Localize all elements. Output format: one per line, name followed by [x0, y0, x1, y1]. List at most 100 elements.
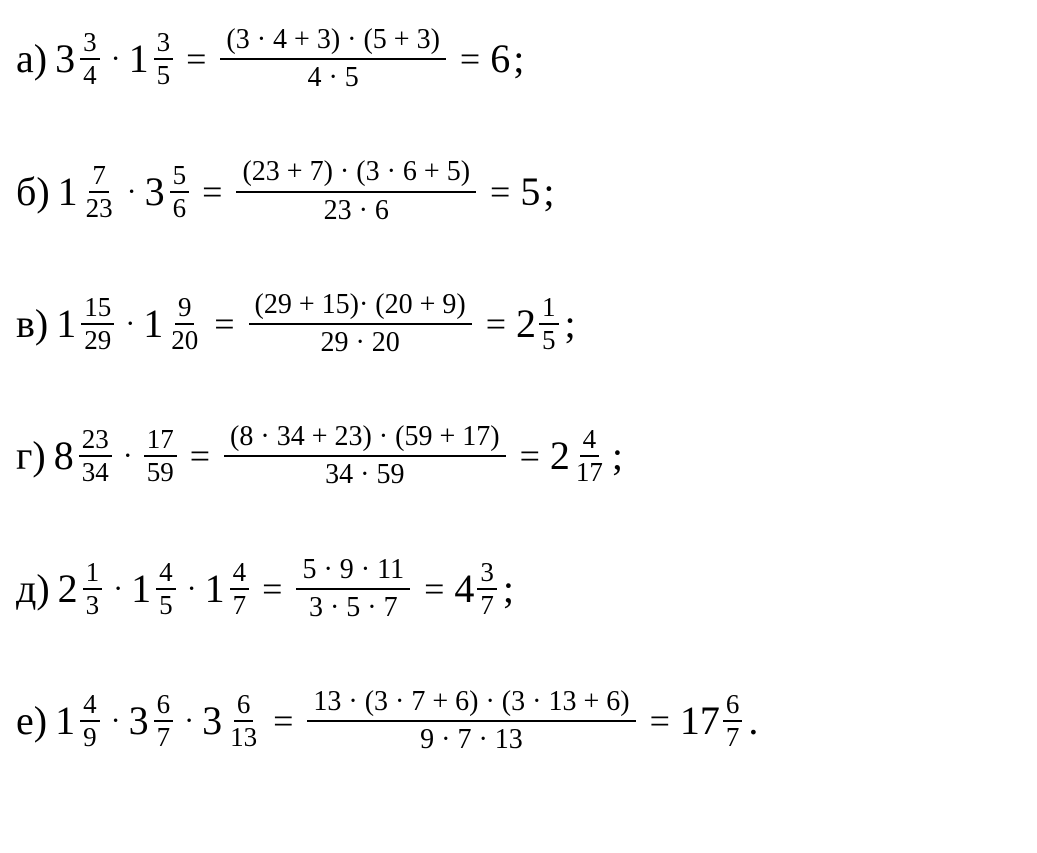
punctuation: ;	[503, 569, 514, 609]
integer-part: 3	[202, 701, 222, 741]
numerator: 7	[89, 160, 109, 193]
denominator: 4	[80, 60, 100, 91]
punctuation: .	[748, 701, 758, 741]
denominator: 4 · 5	[301, 60, 364, 96]
numerator: 3	[477, 557, 497, 590]
result-integer: 5	[520, 172, 540, 212]
numerator: 4	[80, 689, 100, 722]
denominator: 9	[80, 722, 100, 753]
result-integer: 17	[680, 701, 720, 741]
denominator: 5	[539, 325, 559, 356]
mixed-number: 82334	[54, 424, 115, 488]
numerator: 5 · 9 · 11	[296, 552, 410, 590]
numerator: (3 · 4 + 3) · (5 + 3)	[220, 22, 446, 60]
result: 5	[520, 172, 540, 212]
result: 1767	[680, 689, 746, 753]
numerator: 23	[79, 424, 112, 457]
mixed-number: 145	[131, 557, 179, 621]
integer-part: 2	[58, 569, 78, 609]
numerator: 13 · (3 · 7 + 6) · (3 · 13 + 6)	[307, 684, 635, 722]
mixed-number: 1723	[58, 160, 119, 224]
integer-part: 1	[143, 304, 163, 344]
numerator: 4	[580, 424, 600, 457]
mixed-number: 367	[129, 689, 177, 753]
fraction: 67	[154, 689, 174, 753]
denominator: 20	[168, 325, 201, 356]
integer-part: 1	[56, 304, 76, 344]
punctuation: ;	[565, 304, 576, 344]
numerator: 1	[539, 292, 559, 325]
fraction: 67	[723, 689, 743, 753]
denominator: 17	[573, 457, 606, 488]
numerator: 17	[144, 424, 177, 457]
denominator: 7	[230, 590, 250, 621]
work-fraction: 5 · 9 · 113 · 5 · 7	[296, 552, 410, 626]
denominator: 23	[83, 193, 116, 224]
integer-part: 3	[145, 172, 165, 212]
item-label: д)	[16, 569, 50, 609]
math-exercise-list: а)334·135=(3 · 4 + 3) · (5 + 3)4 · 5=6;б…	[16, 22, 1021, 758]
equals-sign: =	[214, 306, 234, 342]
numerator: 1	[83, 557, 103, 590]
fraction: 1759	[144, 424, 177, 488]
fraction: 417	[573, 424, 606, 488]
equation-row: б)1723·356=(23 + 7) · (3 · 6 + 5)23 · 6=…	[16, 154, 1021, 228]
numerator: (23 + 7) · (3 · 6 + 5)	[236, 154, 476, 192]
fraction: 49	[80, 689, 100, 753]
result-integer: 6	[490, 39, 510, 79]
result: 215	[516, 292, 562, 356]
denominator: 7	[723, 722, 743, 753]
multiply-dot: ·	[125, 309, 135, 339]
equals-sign: =	[262, 571, 282, 607]
equation-row: а)334·135=(3 · 4 + 3) · (5 + 3)4 · 5=6;	[16, 22, 1021, 96]
punctuation: ;	[513, 39, 524, 79]
work-fraction: 13 · (3 · 7 + 6) · (3 · 13 + 6)9 · 7 · 1…	[307, 684, 635, 758]
numerator: (29 + 15)· (20 + 9)	[249, 287, 472, 325]
multiply-dot: ·	[127, 177, 137, 207]
multiply-dot: ·	[111, 44, 121, 74]
integer-part: 1	[55, 701, 75, 741]
result-integer: 4	[454, 569, 474, 609]
mixed-number: 147	[205, 557, 253, 621]
equals-sign: =	[186, 41, 206, 77]
integer-part: 1	[58, 172, 78, 212]
denominator: 5	[156, 590, 176, 621]
equation-row: в)11529·1920=(29 + 15)· (20 + 9)29 · 20=…	[16, 287, 1021, 361]
mixed-number: 1759	[141, 424, 180, 488]
numerator: 6	[154, 689, 174, 722]
item-label: е)	[16, 701, 47, 741]
item-label: б)	[16, 172, 50, 212]
equals-sign: =	[424, 571, 444, 607]
fraction: 1529	[81, 292, 114, 356]
fraction: 15	[539, 292, 559, 356]
numerator: 3	[80, 27, 100, 60]
result: 437	[454, 557, 500, 621]
multiply-dot: ·	[187, 574, 197, 604]
mixed-number: 356	[145, 160, 193, 224]
fraction: 2334	[79, 424, 112, 488]
equals-sign: =	[273, 703, 293, 739]
mixed-number: 11529	[56, 292, 117, 356]
mixed-number: 213	[58, 557, 106, 621]
equals-sign: =	[486, 306, 506, 342]
mixed-number: 3613	[202, 689, 263, 753]
denominator: 29	[81, 325, 114, 356]
numerator: 6	[723, 689, 743, 722]
fraction: 13	[83, 557, 103, 621]
numerator: 4	[156, 557, 176, 590]
mixed-number: 149	[55, 689, 103, 753]
denominator: 9 · 7 · 13	[414, 722, 529, 758]
equals-sign: =	[202, 174, 222, 210]
integer-part: 3	[129, 701, 149, 741]
fraction: 45	[156, 557, 176, 621]
equals-sign: =	[190, 438, 210, 474]
numerator: (8 · 34 + 23) · (59 + 17)	[224, 419, 506, 457]
mixed-number: 334	[55, 27, 103, 91]
mixed-number: 1920	[143, 292, 204, 356]
item-label: а)	[16, 39, 47, 79]
fraction: 613	[227, 689, 260, 753]
denominator: 3 · 5 · 7	[303, 590, 404, 626]
denominator: 59	[144, 457, 177, 488]
result-integer: 2	[550, 436, 570, 476]
integer-part: 1	[129, 39, 149, 79]
